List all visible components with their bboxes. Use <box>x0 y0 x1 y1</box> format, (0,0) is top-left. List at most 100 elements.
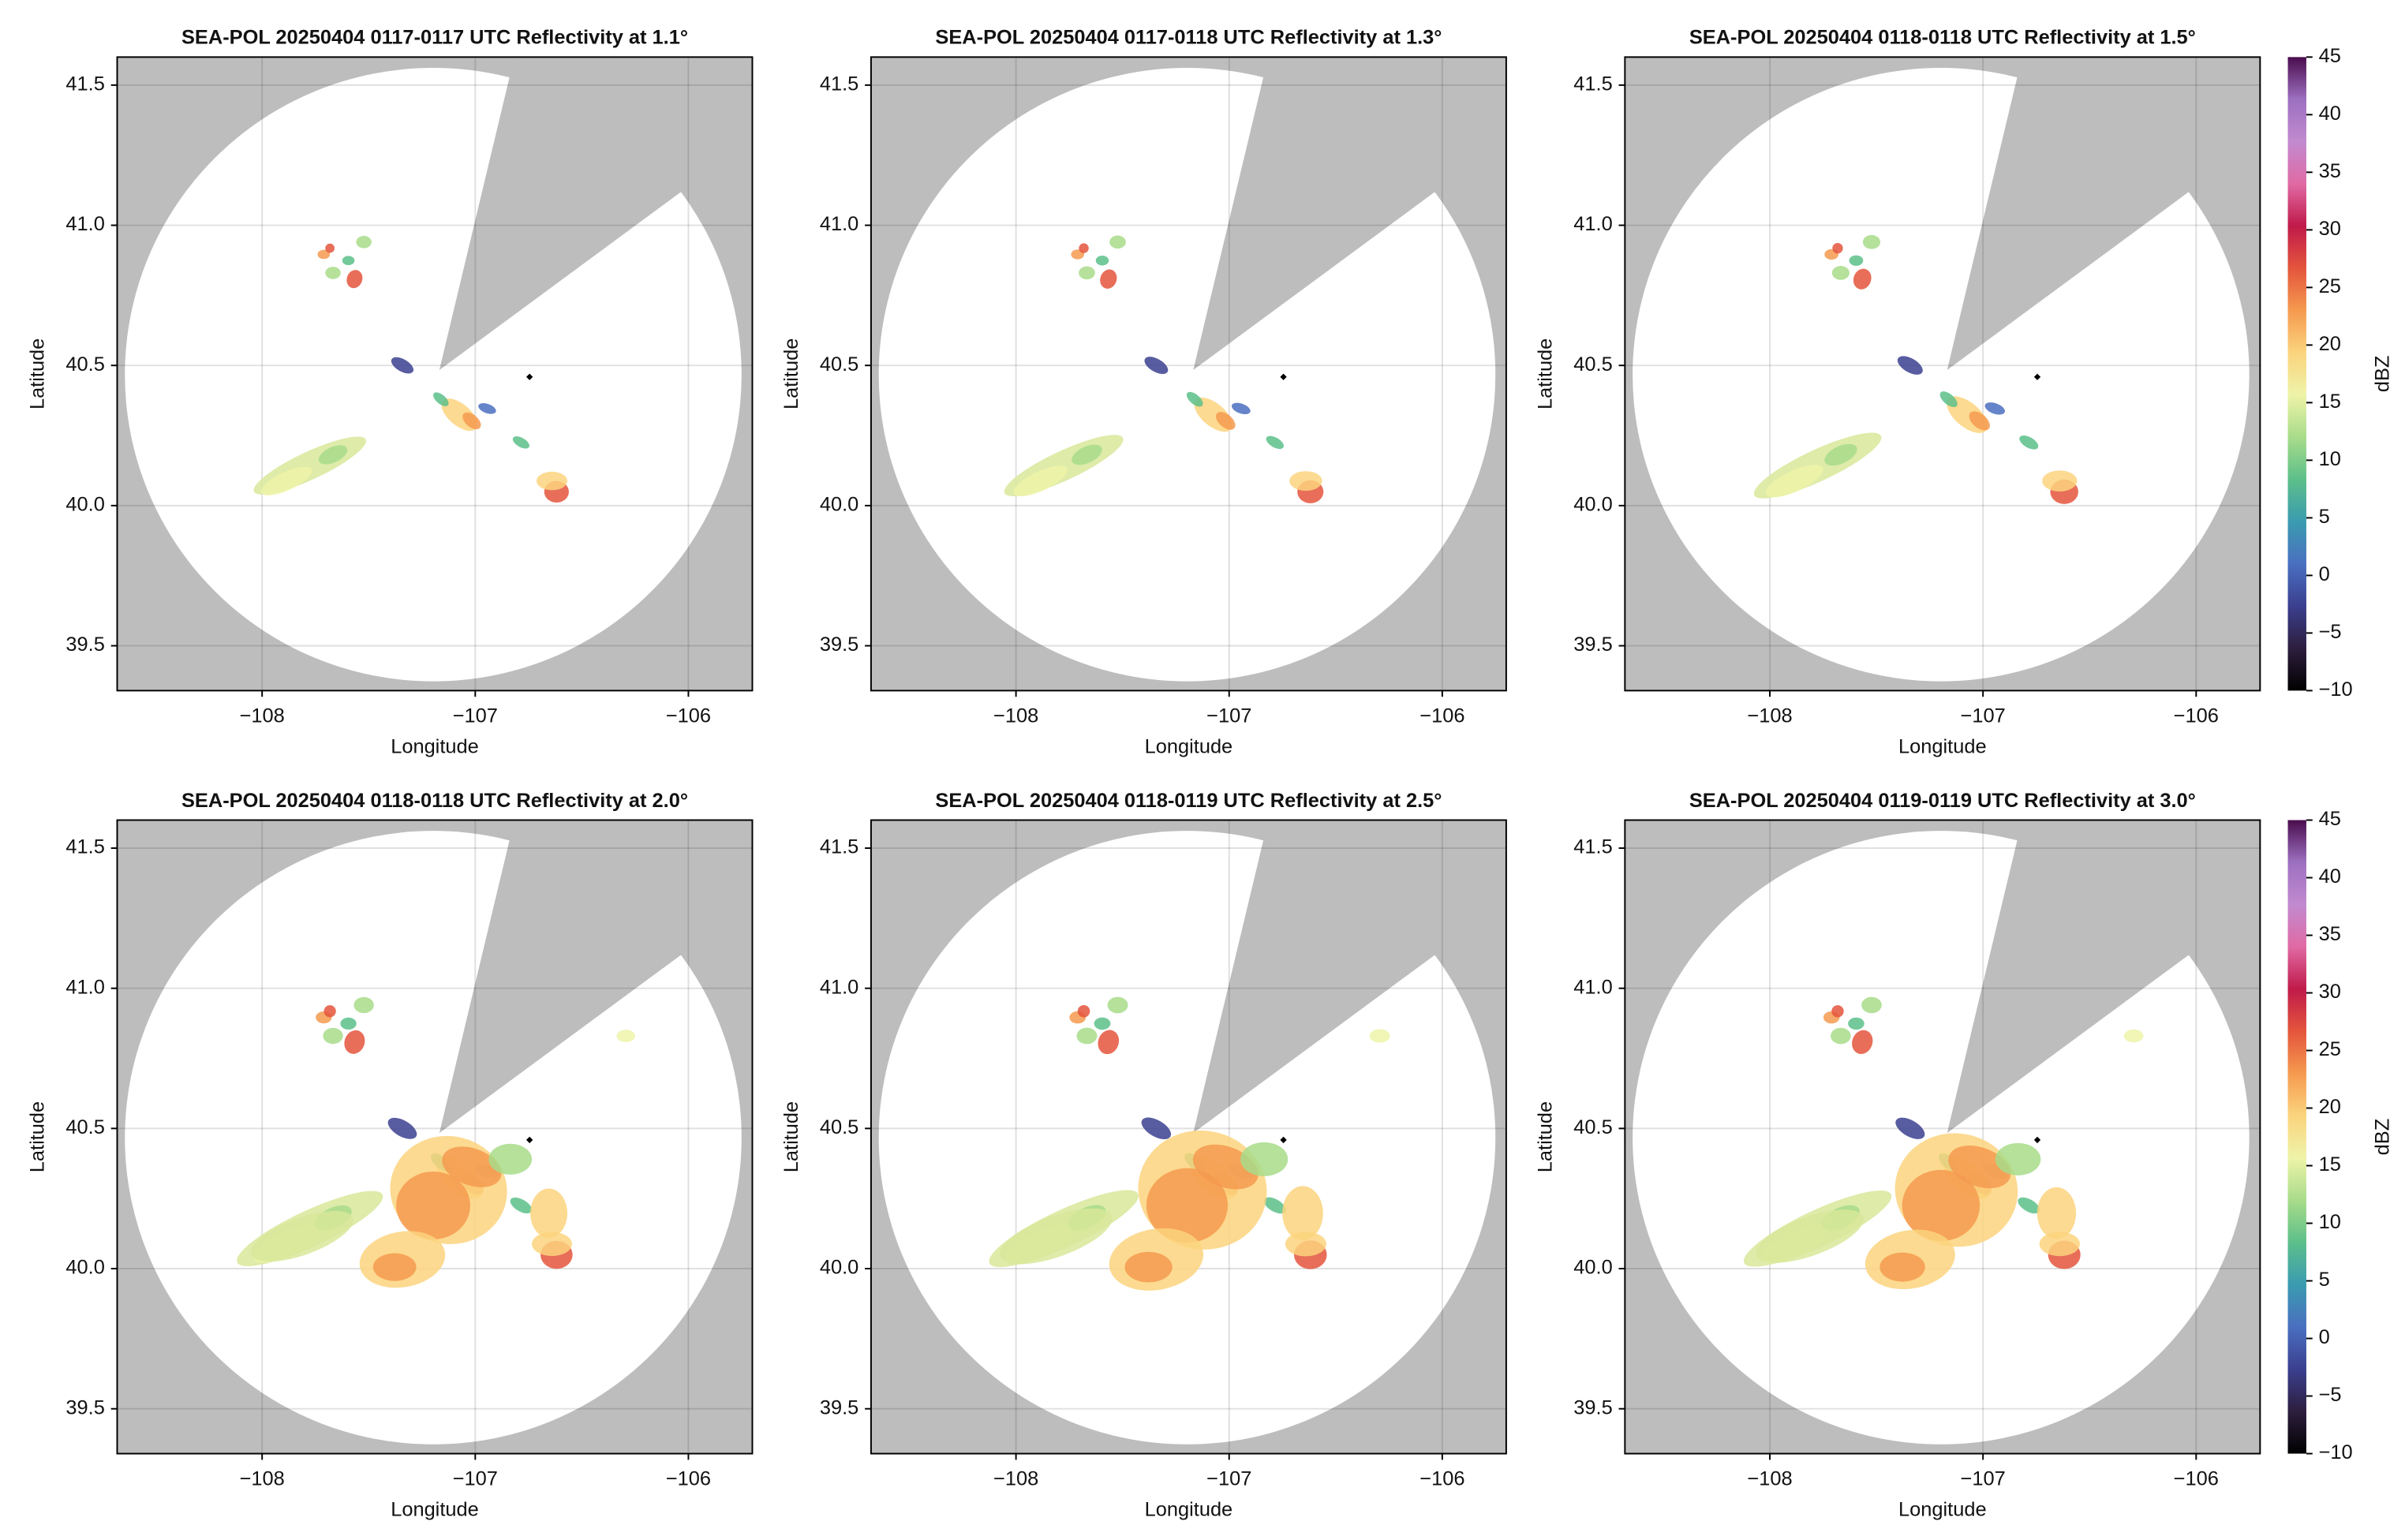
echo <box>324 1005 336 1018</box>
y-tick-label: 40.5 <box>820 353 858 376</box>
echo <box>340 1017 357 1030</box>
panel: −108 −107 −106 39.5 40.0 40.5 41.0 41.5 SEA-POL … <box>780 27 1507 757</box>
chart-title: SEA-POL 20250404 0117-0118 UTC Reflectiv… <box>935 27 1442 49</box>
echo <box>325 243 335 253</box>
y-tick-label: 41.0 <box>1573 213 1612 235</box>
colorbar-tick-label: 20 <box>2319 333 2341 355</box>
y-tick-label: 40.5 <box>65 353 104 376</box>
colorbar-tick-label: 5 <box>2319 1269 2330 1291</box>
x-tick-label: −107 <box>453 1467 498 1490</box>
site-marker <box>1280 373 1287 380</box>
echo <box>1144 357 1169 375</box>
echo <box>1079 243 1089 253</box>
panel: −108 −107 −106 39.5 40.0 40.5 41.0 41.5 SEA-POL … <box>27 790 754 1521</box>
x-tick-label: −107 <box>1961 705 2006 727</box>
echo <box>1849 255 1864 266</box>
echo <box>372 1253 417 1281</box>
y-tick-label: 39.5 <box>820 634 858 656</box>
colorbar-tick-label: 25 <box>2319 275 2341 297</box>
x-tick-label: −106 <box>1419 705 1464 727</box>
blocked-sector <box>439 57 753 370</box>
colorbar-tick-label: −10 <box>2319 1441 2353 1463</box>
colorbar-tick-label: 35 <box>2319 160 2341 182</box>
echo <box>1369 1029 1390 1043</box>
plot-area <box>870 820 1506 1454</box>
echo <box>616 1030 635 1042</box>
echo <box>530 1188 568 1238</box>
y-tick-label: 40.0 <box>1573 494 1612 516</box>
echo <box>1013 465 1068 497</box>
echo <box>536 471 568 491</box>
frame <box>1624 56 2261 692</box>
echo <box>462 412 481 430</box>
chart-title: SEA-POL 20250404 0119-0119 UTC Reflectiv… <box>1689 790 2196 812</box>
echo <box>1215 412 1236 430</box>
echo <box>488 1143 533 1175</box>
echo <box>2039 1232 2081 1257</box>
x-tick-label: −107 <box>453 705 498 727</box>
y-axis-label: Latitude <box>780 338 802 409</box>
y-tick-label: 41.5 <box>820 836 858 858</box>
y-tick-label: 39.5 <box>820 1396 858 1419</box>
echo <box>1848 1017 1865 1030</box>
echo <box>1895 1117 1925 1139</box>
echo <box>1289 471 1322 492</box>
x-tick-label: −108 <box>1747 1467 1792 1490</box>
plot-area <box>1625 57 2261 691</box>
site-marker <box>1280 1136 1287 1144</box>
echo <box>1098 1030 1120 1055</box>
y-tick-label: 41.0 <box>65 976 104 998</box>
y-tick-label: 41.5 <box>65 73 104 95</box>
echo <box>1000 1208 1113 1265</box>
echo <box>1079 266 1095 280</box>
y-tick-label: 41.0 <box>65 213 104 235</box>
y-tick-label: 40.5 <box>1573 1116 1612 1138</box>
colorbar-tick-label: 15 <box>2319 391 2341 413</box>
x-tick-label: −106 <box>1419 1467 1464 1490</box>
y-tick-label: 39.5 <box>65 634 104 656</box>
colorbar-label: dBZ <box>2371 356 2393 393</box>
colorbar-tick-label: 15 <box>2319 1153 2341 1176</box>
echo <box>1853 268 1872 290</box>
echo <box>1100 269 1117 289</box>
x-axis-label: Longitude <box>1145 1499 1233 1521</box>
echo <box>342 256 355 266</box>
panel: −108 −107 −106 39.5 40.0 40.5 41.0 41.5 SEA-POL … <box>27 27 754 757</box>
echo <box>1832 242 1843 254</box>
echo <box>1939 391 1958 408</box>
plot-area <box>117 820 753 1454</box>
echo <box>1879 1252 1925 1282</box>
echo <box>344 1030 365 1054</box>
x-tick-label: −106 <box>2174 705 2219 727</box>
x-tick-label: −108 <box>1747 705 1792 727</box>
y-tick-label: 40.5 <box>65 1116 104 1138</box>
panel: −108 −107 −106 39.5 40.0 40.5 41.0 41.5 SEA-POL … <box>780 790 1507 1521</box>
y-tick-label: 39.5 <box>1573 634 1612 656</box>
y-tick-label: 39.5 <box>65 1396 104 1419</box>
y-tick-label: 41.0 <box>820 213 858 235</box>
echo <box>353 996 374 1014</box>
echo <box>1266 435 1285 450</box>
echo <box>1969 411 1990 431</box>
blocked-sector <box>1947 820 2261 1134</box>
echo <box>391 357 414 374</box>
echo <box>433 392 449 406</box>
colorbar-tick-label: 45 <box>2319 808 2341 830</box>
echo <box>2019 435 2039 450</box>
echo <box>1109 235 1126 249</box>
colorbar-tick-label: −10 <box>2319 678 2353 701</box>
echo <box>2123 1029 2144 1043</box>
x-tick-label: −108 <box>993 705 1038 727</box>
echo <box>1902 1169 1980 1242</box>
echo <box>346 270 363 289</box>
echo <box>1263 1197 1286 1214</box>
chart-title: SEA-POL 20250404 0118-0119 UTC Reflectiv… <box>935 790 1442 812</box>
echo <box>1107 996 1128 1014</box>
y-tick-label: 41.0 <box>1573 976 1612 998</box>
echo <box>1756 1209 1864 1263</box>
x-axis-label: Longitude <box>1898 735 1987 757</box>
y-tick-label: 41.5 <box>820 73 858 95</box>
colorbar-tick-label: 40 <box>2319 865 2341 888</box>
y-tick-label: 40.0 <box>65 1257 104 1279</box>
